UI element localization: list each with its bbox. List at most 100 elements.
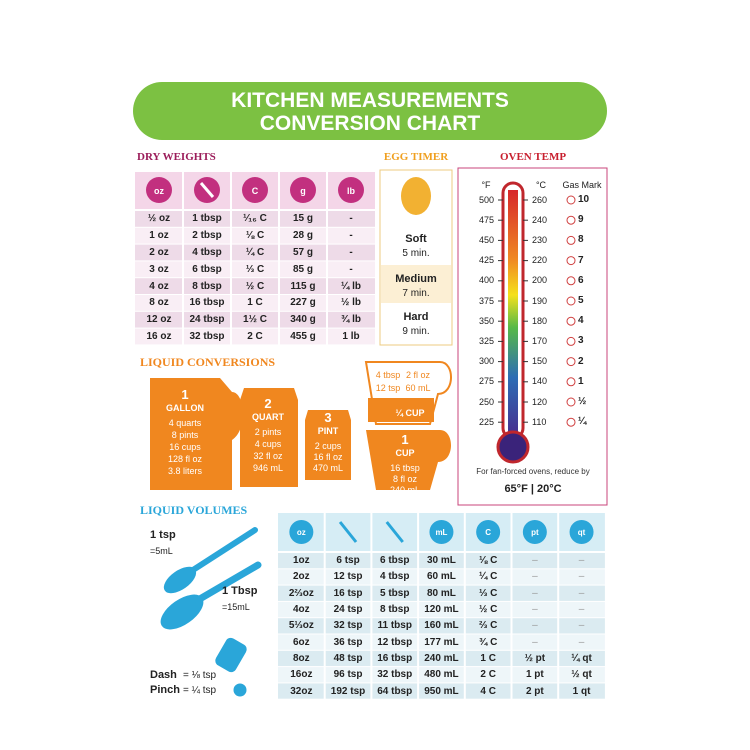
cell: 115 g: [290, 280, 316, 292]
fahrenheit: 375: [478, 295, 494, 306]
cell: 6 tsp: [336, 555, 360, 567]
cell: 2 pt: [525, 685, 544, 697]
flame-icon: [566, 276, 576, 286]
cell: 3 oz: [149, 263, 169, 275]
cell: ¼ C: [478, 571, 498, 583]
cell: –: [532, 571, 538, 583]
cell: 12 tbsp: [377, 636, 413, 648]
cell: 1 C: [247, 297, 263, 309]
icon-label: C: [251, 185, 259, 196]
cell: 2 tbsp: [192, 230, 222, 242]
gas-mark: 4: [578, 315, 584, 327]
icon: [290, 177, 316, 203]
cell: 4oz: [293, 604, 310, 616]
cell: 32 tsp: [333, 620, 363, 632]
container-name: QUART: [252, 411, 284, 422]
quarter-cup-fill: [368, 398, 434, 422]
flame-icon: [566, 336, 576, 346]
gas-mark: 1: [578, 375, 584, 387]
celsius: 120: [532, 396, 548, 407]
spoon-value: =5mL: [150, 545, 173, 556]
cell: ½ oz: [147, 213, 171, 225]
gas-mark: 5: [578, 295, 584, 306]
cell: ½ lb: [340, 297, 361, 309]
cell: ¼ qt: [571, 652, 592, 664]
fahrenheit: 450: [478, 235, 494, 245]
cell: 8 tbsp: [192, 280, 222, 292]
cell: 32oz: [290, 685, 313, 697]
cell: –: [532, 555, 538, 567]
celsius: 150: [532, 356, 548, 367]
icon: [146, 177, 172, 203]
amount-label: Pinch: [150, 684, 180, 697]
cell: 6 tbsp: [192, 263, 222, 275]
flame-icon: [566, 316, 576, 326]
gas-mark: 10: [578, 194, 590, 205]
cell: 340 g: [290, 314, 316, 326]
row-bg: [278, 553, 605, 569]
icon-label: oz: [154, 185, 164, 196]
icon: [242, 177, 268, 203]
cell: 177 mL: [424, 636, 459, 648]
cell: 32 tbsp: [189, 331, 225, 342]
cell: ¾ C: [478, 636, 498, 648]
title: CONVERSION CHART: [259, 112, 481, 136]
icon: [429, 520, 454, 544]
row-bg: [135, 278, 375, 294]
celsius: 220: [532, 255, 548, 266]
row-bg: [278, 634, 605, 650]
cell: ½ C: [478, 604, 498, 616]
icon: [569, 520, 594, 544]
cell: 15 g: [292, 213, 313, 225]
cell: ⅛ C: [245, 230, 265, 242]
title-banner: [133, 82, 607, 140]
cell: 48 tsp: [333, 652, 363, 664]
fahrenheit: 300: [478, 356, 494, 367]
row-bg: [278, 667, 605, 683]
celsius: 190: [532, 295, 548, 306]
cell: 30 mL: [426, 555, 456, 567]
container-line: 8 fl oz: [392, 473, 417, 484]
thermometer-bulb: [496, 430, 530, 464]
cell: ½ qt: [571, 669, 592, 681]
container-line: 470 mL: [312, 462, 344, 473]
flame-icon: [566, 296, 576, 306]
container-line: 240 mL: [389, 484, 421, 495]
cell: 80 mL: [426, 587, 456, 599]
section-title: DRY WEIGHTS: [137, 151, 216, 164]
cell: ½ pt: [524, 652, 546, 664]
cell: –: [578, 555, 585, 567]
amount-value: = ¼ tsp: [183, 685, 217, 696]
spoon-label: 1 Tbsp: [222, 585, 258, 598]
cell: 11 tbsp: [377, 620, 412, 632]
note: 65°F | 20°C: [504, 483, 562, 496]
cell: 480 mL: [424, 669, 459, 681]
cell: -: [349, 247, 353, 258]
gas-mark: 7: [578, 254, 584, 266]
section-title: OVEN TEMP: [499, 151, 567, 164]
cell: –: [578, 587, 585, 599]
fahrenheit: 475: [478, 214, 494, 225]
icon: [338, 177, 364, 203]
gallon-jug: [150, 378, 243, 490]
row-bg: [278, 585, 605, 601]
gas-mark: 8: [578, 234, 584, 246]
gas-mark: 6: [578, 274, 584, 286]
container-line: 2 pints: [254, 426, 282, 437]
oven-box: [457, 167, 608, 506]
row-bg: [135, 261, 375, 278]
gas-mark: 2: [578, 355, 584, 367]
cell: –: [532, 620, 538, 632]
cell: ⅛ C: [478, 555, 498, 567]
container-line: 8 pints: [171, 429, 199, 440]
cell: ¼ lb: [340, 280, 361, 292]
cell: 16 tsp: [333, 587, 363, 599]
cell: ⅓ C: [478, 587, 498, 599]
gas-mark: 9: [578, 214, 584, 226]
container-line: 16 tbsp: [390, 462, 420, 473]
cell: 96 tsp: [333, 669, 363, 681]
cell: –: [532, 587, 538, 599]
cell: 5 tbsp: [380, 587, 410, 599]
cell: 2 C: [247, 331, 263, 342]
